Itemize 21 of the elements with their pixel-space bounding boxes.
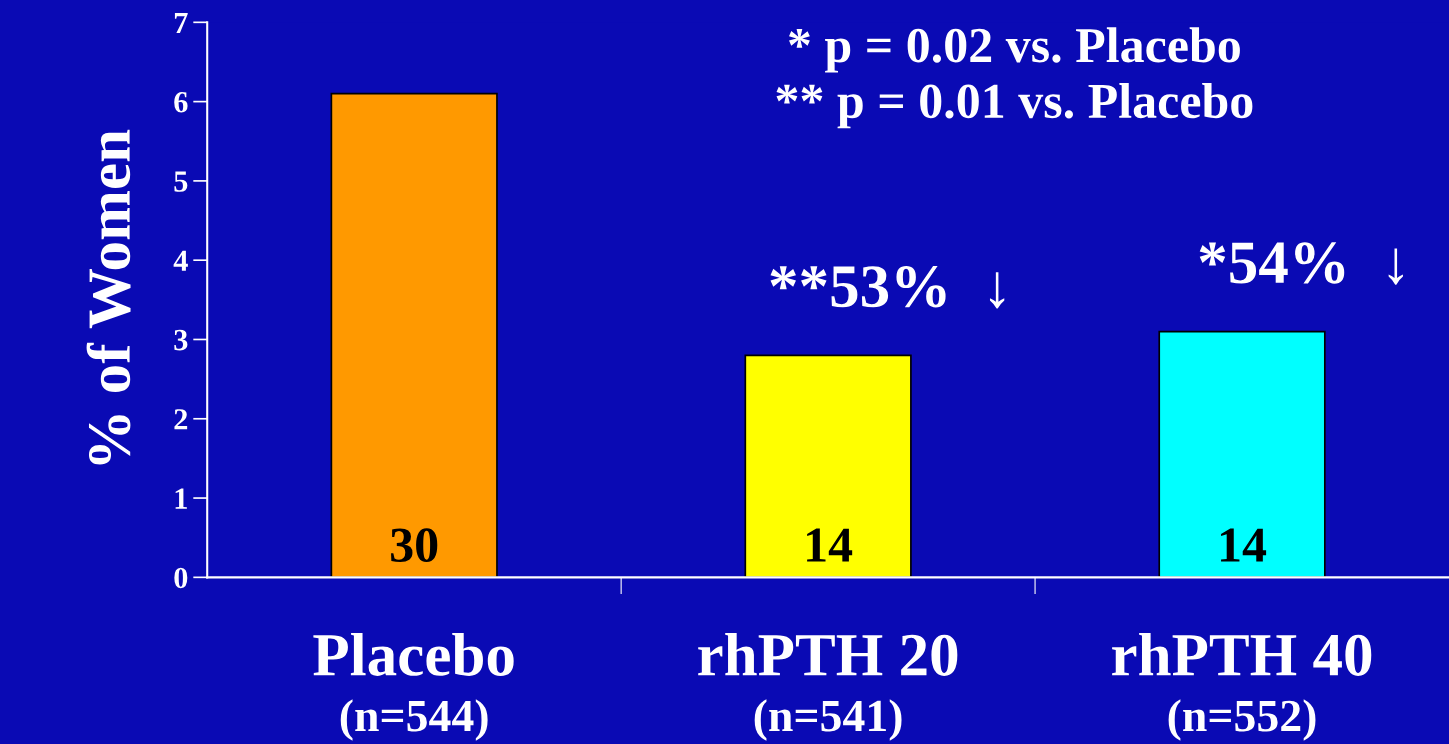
y-tick-label: 1 — [175, 488, 187, 509]
annotation: *54% ↓ — [1199, 242, 1403, 285]
bar — [1158, 330, 1326, 578]
y-tick-label: 6 — [174, 91, 188, 113]
annotation: * p = 0.02 vs. Placebo ** p = 0.01 vs. Placebo — [776, 27, 1253, 129]
y-tick-label: 2 — [174, 409, 188, 430]
bar — [330, 92, 498, 578]
x-tick-label: Placebo (n=544) — [313, 632, 514, 741]
annotation: 30 — [391, 528, 438, 563]
y-tick-label: 0 — [174, 567, 188, 589]
y-tick-label: 7 — [174, 12, 188, 33]
y-axis-title: % of Women — [86, 129, 131, 465]
x-tick-label: rhPTH 40 (n=552) — [1112, 632, 1372, 741]
x-tick-label: rhPTH 20 (n=541) — [698, 632, 958, 741]
y-tick-label: 4 — [173, 250, 188, 271]
annotation: **53% ↓ — [770, 266, 1005, 309]
y-tick-label: 5 — [174, 171, 188, 192]
bar — [744, 354, 912, 578]
y-tick-label: 3 — [174, 329, 188, 351]
annotation: 14 — [807, 528, 853, 562]
annotation: 14 — [1221, 528, 1267, 562]
